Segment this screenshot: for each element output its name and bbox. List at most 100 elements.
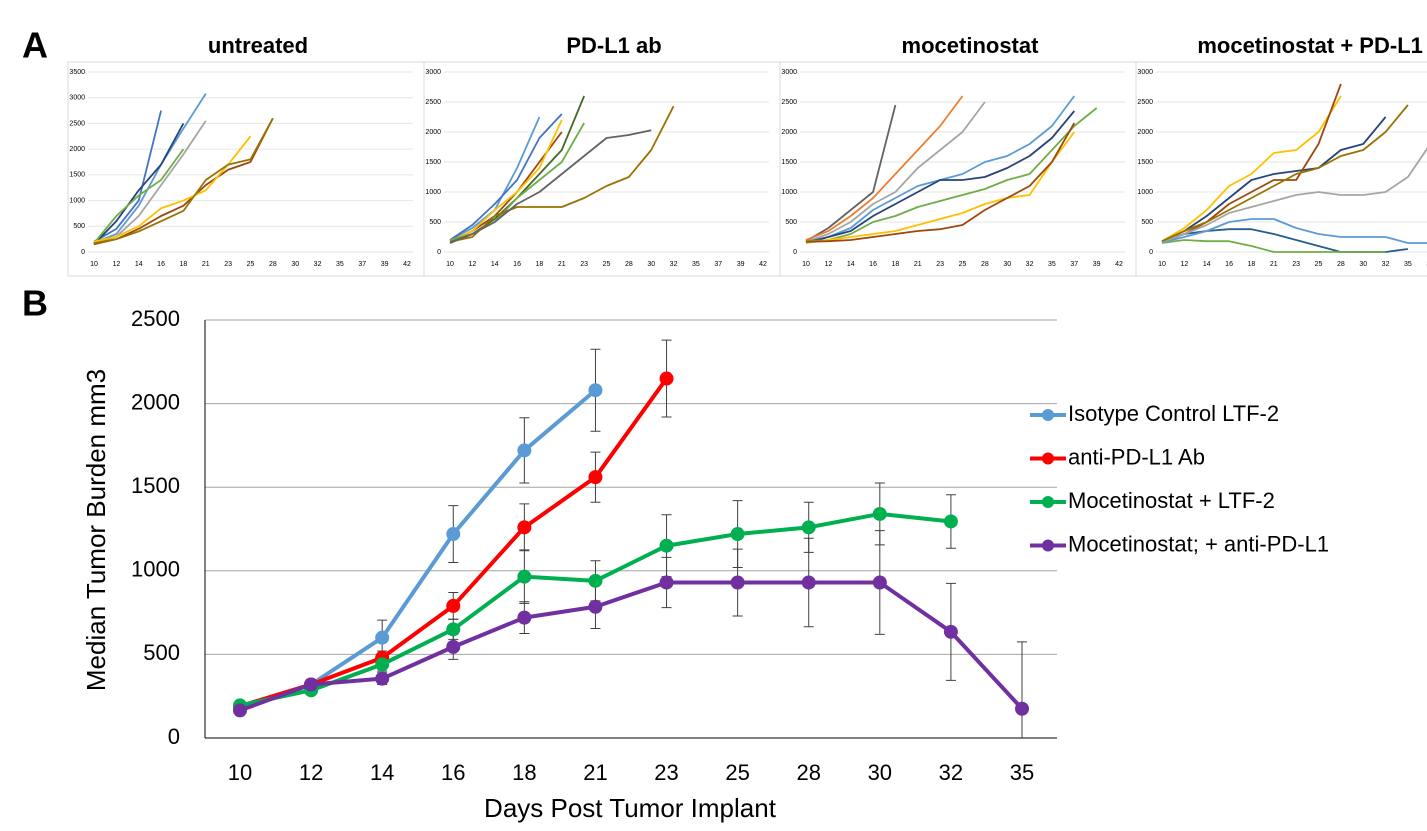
data-point (659, 575, 674, 590)
x-tick-label: 25 (247, 261, 255, 268)
x-tick-label: 28 (981, 261, 989, 268)
panel-label: B (22, 283, 48, 324)
data-point (233, 703, 247, 718)
x-tick-label: 42 (403, 261, 411, 268)
x-tick-label: 12 (468, 261, 476, 268)
panel-title: mocetinostat + PD-L1 ab (1197, 33, 1427, 58)
y-tick-label: 2000 (781, 129, 797, 136)
line-series (449, 129, 652, 244)
line-series (805, 104, 897, 242)
panel-frame (779, 61, 1137, 277)
line-series (805, 95, 964, 241)
data-point (517, 610, 532, 625)
data-point (943, 624, 958, 639)
panel-label: A (22, 25, 48, 66)
legend-marker (1042, 452, 1054, 465)
data-point (730, 527, 745, 542)
x-tick-label: 18 (1248, 261, 1256, 268)
y-tick-label: 2500 (425, 99, 441, 106)
line-series (93, 117, 274, 246)
x-tick-label: 28 (1337, 261, 1345, 268)
y-tick-label: 0 (437, 249, 441, 256)
line-series (805, 110, 1075, 244)
line-series (805, 131, 1076, 244)
x-tick-label: 28 (625, 261, 633, 268)
x-tick-label: 23 (1292, 261, 1300, 268)
legend-label: anti-PD-L1 Ab (1068, 444, 1205, 469)
line-series (1161, 239, 1386, 253)
x-tick-label: 21 (202, 261, 210, 268)
x-tick-label: 16 (869, 261, 877, 268)
x-tick-label: 30 (1359, 261, 1367, 268)
x-tick-label: 18 (180, 261, 188, 268)
x-tick-label: 25 (725, 760, 749, 785)
x-tick-label: 10 (802, 261, 810, 268)
y-tick-label: 2000 (131, 389, 180, 414)
y-axis-label: Median Tumor Burden mm3 (81, 369, 111, 691)
x-tick-label: 23 (580, 261, 588, 268)
x-tick-label: 39 (381, 261, 389, 268)
x-tick-label: 10 (1158, 261, 1166, 268)
y-tick-label: 3000 (425, 69, 441, 76)
y-tick-label: 500 (1141, 219, 1153, 226)
line-series (449, 113, 563, 241)
x-tick-label: 21 (558, 261, 566, 268)
y-tick-label: 1500 (69, 172, 85, 179)
legend-label: Mocetinostat + LTF-2 (1068, 488, 1275, 513)
y-tick-label: 3000 (1137, 69, 1153, 76)
x-tick-label: 14 (847, 261, 855, 268)
line-series (93, 110, 162, 243)
data-point (730, 575, 745, 590)
line-series (93, 93, 207, 244)
x-tick-label: 35 (692, 261, 700, 268)
line-series (93, 117, 274, 245)
y-tick-label: 1000 (69, 197, 85, 204)
x-tick-label: 23 (654, 760, 678, 785)
x-tick-label: 10 (90, 261, 98, 268)
legend-marker (1042, 539, 1054, 552)
data-point (1015, 701, 1029, 716)
x-tick-label: 30 (647, 261, 655, 268)
x-tick-label: 12 (112, 261, 120, 268)
line-series (1161, 95, 1342, 242)
x-tick-label: 23 (224, 261, 232, 268)
line-series (239, 580, 1024, 713)
y-tick-label: 1500 (1137, 159, 1153, 166)
x-tick-label: 16 (441, 760, 465, 785)
line-series (805, 107, 1098, 243)
y-tick-label: 2000 (1137, 129, 1153, 136)
x-tick-label: 16 (157, 261, 165, 268)
line-series (1161, 218, 1427, 244)
panel-frame (67, 61, 425, 277)
y-tick-label: 1500 (781, 159, 797, 166)
data-point (517, 569, 532, 584)
y-tick-label: 500 (429, 219, 441, 226)
line-series (449, 119, 563, 243)
x-tick-label: 32 (670, 261, 678, 268)
data-point (872, 575, 887, 590)
x-tick-label: 14 (491, 261, 499, 268)
x-tick-label: 32 (314, 261, 322, 268)
x-tick-label: 10 (228, 760, 252, 785)
line-series (805, 122, 1076, 243)
y-tick-label: 0 (168, 724, 180, 749)
x-tick-label: 35 (1010, 760, 1034, 785)
x-tick-label: 42 (1115, 261, 1123, 268)
x-tick-label: 32 (1026, 261, 1034, 268)
y-tick-label: 1000 (1137, 189, 1153, 196)
x-tick-label: 37 (714, 261, 722, 268)
x-tick-label: 25 (1315, 261, 1323, 268)
data-point (375, 630, 390, 645)
x-tick-label: 30 (868, 760, 892, 785)
y-tick-label: 1500 (425, 159, 441, 166)
x-tick-label: 12 (1180, 261, 1188, 268)
data-point (801, 520, 816, 535)
x-tick-label: 21 (914, 261, 922, 268)
y-tick-label: 500 (73, 223, 85, 230)
data-point (304, 677, 319, 692)
y-tick-label: 2500 (1137, 99, 1153, 106)
x-tick-label: 37 (1070, 261, 1078, 268)
x-tick-label: 37 (358, 261, 366, 268)
x-tick-label: 18 (536, 261, 544, 268)
